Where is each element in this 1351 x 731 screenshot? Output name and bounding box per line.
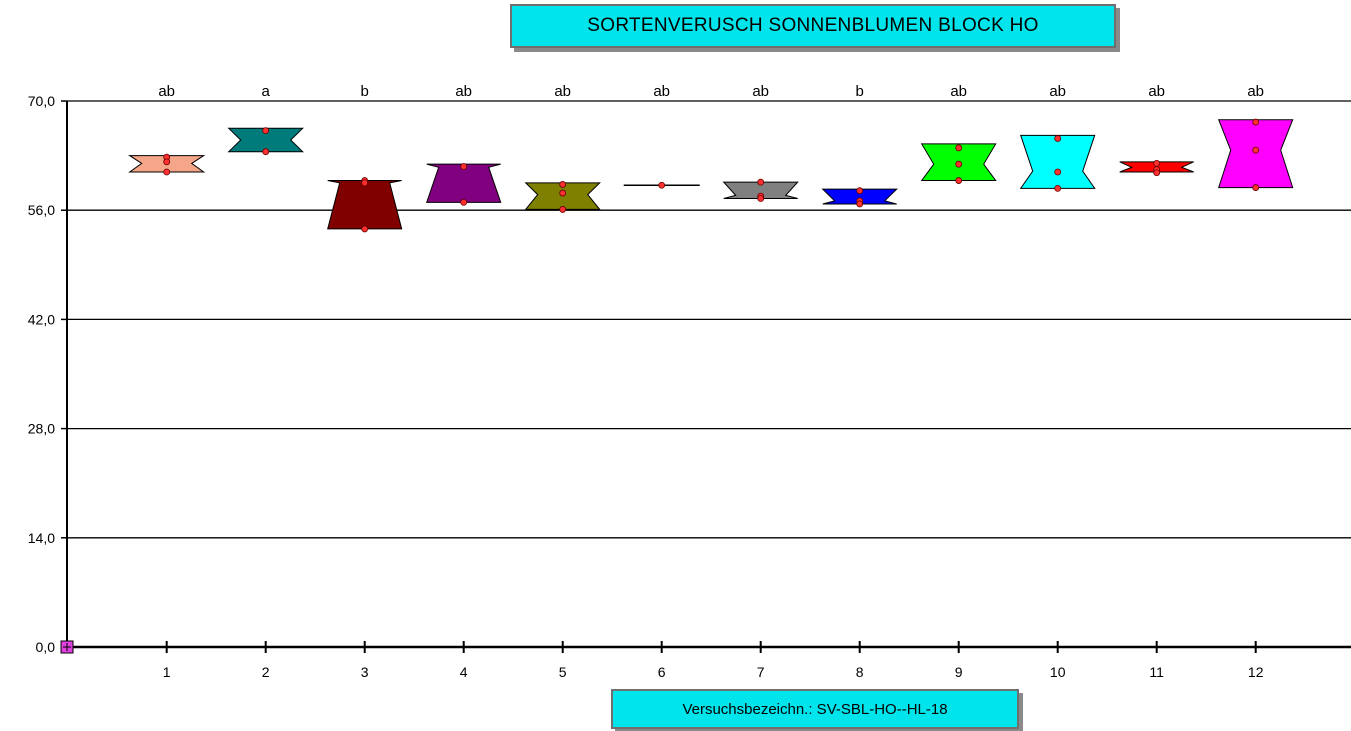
data-point [460,198,468,206]
data-point [1054,184,1062,192]
data-point [1252,184,1260,191]
x-tick-label: 9 [955,664,963,680]
y-tick-label: 42,0 [28,311,55,327]
data-point [559,189,567,197]
x-tick-label: 12 [1248,664,1264,680]
box-3 [327,180,403,230]
data-point [163,158,171,166]
data-point [1153,169,1161,177]
chart-title: SORTENVERUSCH SONNENBLUMEN BLOCK HO [510,4,1116,48]
significance-letter: ab [1049,83,1066,100]
data-point [1153,159,1161,167]
x-tick-label: 1 [163,664,171,680]
data-point [955,144,963,152]
data-point [262,127,270,135]
significance-letter: a [262,83,271,100]
data-point [955,160,963,168]
significance-letter: ab [752,83,769,100]
box-7 [722,181,799,199]
significance-letter: ab [950,83,967,100]
box-8 [821,188,898,205]
data-point [1054,135,1062,142]
data-point [856,187,864,195]
data-point [262,148,270,156]
data-point [1252,118,1260,126]
data-point [559,206,567,213]
data-point [658,181,666,189]
data-point [1252,146,1260,154]
data-point [361,225,369,233]
x-tick-label: 4 [460,664,468,680]
x-tick-label: 5 [559,664,567,680]
significance-letter: ab [455,83,472,100]
grid-lines [67,100,1351,539]
x-tick-label: 10 [1050,664,1066,680]
y-axis: 0,0 14,0 28,0 42,0 56,0 70,0 [28,93,68,655]
x-tick-label: 3 [361,664,369,680]
x-tick-label: 6 [658,664,666,680]
data-point [1054,168,1062,176]
box-10 [1019,134,1096,189]
x-tick-label: 11 [1149,664,1164,680]
significance-letter: b [361,83,369,100]
significance-letter: ab [554,83,571,100]
y-tick-label: 56,0 [28,202,55,218]
x-tick-label: 8 [856,664,864,680]
box-4 [426,163,502,203]
data-point [163,168,171,176]
data-point [361,179,369,187]
significance-letter: ab [158,83,175,100]
y-tick-label: 70,0 [28,93,55,109]
significance-letter: ab [653,83,670,100]
box-12 [1217,119,1294,189]
y-tick-label: 0,0 [36,639,56,655]
significance-letters: ab a b ab ab ab ab b ab ab ab ab [158,83,1264,100]
y-tick-label: 28,0 [28,421,55,437]
data-point [757,195,765,202]
data-point [757,178,765,186]
data-point [460,163,468,170]
data-point [955,177,963,184]
y-tick-label: 14,0 [28,530,55,546]
x-tick-label: 2 [262,664,270,680]
x-axis: 1 2 3 4 5 6 7 8 9 10 11 12 [67,641,1351,680]
origin-marker [60,640,74,654]
box-2 [227,127,304,153]
significance-letter: ab [1148,83,1165,100]
trial-label: Versuchsbezeichn.: SV-SBL-HO--HL-18 [611,689,1019,729]
data-point [856,200,864,208]
boxes [128,118,1294,233]
x-tick-label: 7 [757,664,765,680]
significance-letter: ab [1247,83,1264,100]
data-point [559,181,567,188]
significance-letter: b [856,83,864,100]
